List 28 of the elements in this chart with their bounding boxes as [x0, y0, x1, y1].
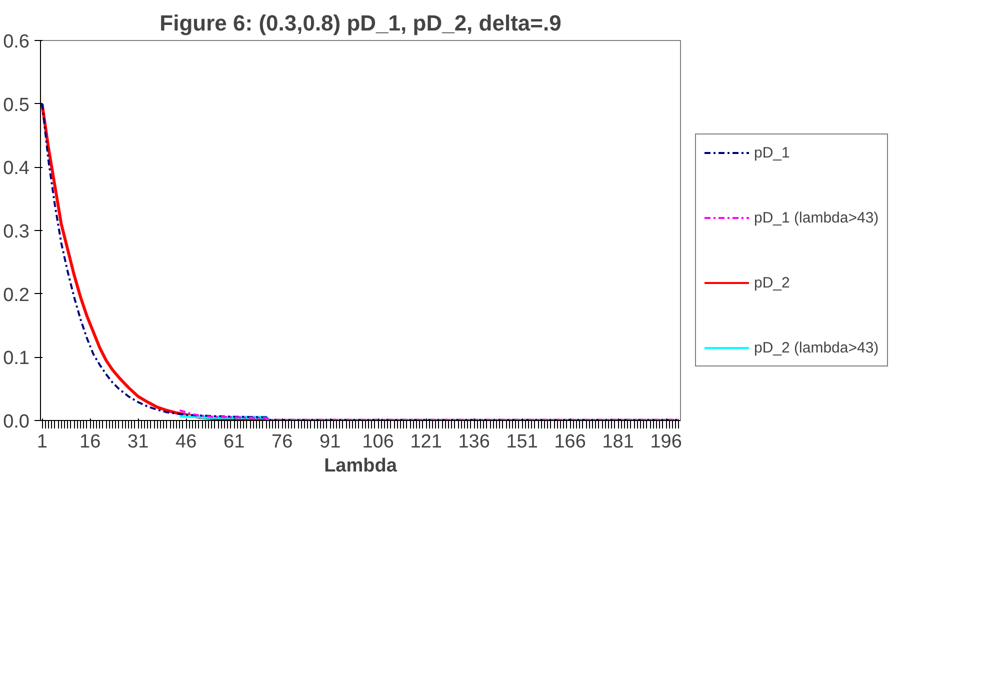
x-tick-label: 31	[128, 432, 149, 452]
y-tick-label: 0.2	[3, 284, 30, 306]
x-tick-label: 91	[320, 432, 341, 452]
x-tick-label: 46	[176, 432, 197, 452]
y-tick-label: 0.6	[3, 32, 30, 52]
chart-title: Figure 6: (0.3,0.8) pD_1, pD_2, delta=.9	[160, 10, 562, 36]
x-tick-label: 196	[650, 432, 682, 452]
x-tick-label: 106	[362, 432, 394, 452]
x-tick-label: 61	[224, 432, 245, 452]
x-tick-label: 181	[602, 432, 634, 452]
legend-label: pD_1 (lambda>43)	[754, 209, 879, 226]
x-tick-label: 121	[410, 432, 442, 452]
legend-label: pD_2 (lambda>43)	[754, 339, 879, 356]
y-tick-label: 0.3	[3, 222, 30, 242]
x-tick-label: 76	[272, 432, 293, 452]
x-tick-label: 151	[506, 432, 538, 452]
legend-label: pD_1	[754, 144, 790, 161]
x-tick-label: 16	[80, 432, 101, 452]
y-tick-label: 0.0	[3, 412, 30, 432]
x-tick-label: 136	[458, 432, 490, 452]
y-tick-label: 0.4	[3, 158, 30, 180]
x-tick-label: 1	[36, 432, 48, 452]
legend-label: pD_2	[754, 274, 790, 291]
line-series	[178, 409, 680, 420]
x-axis-title: Lambda	[324, 456, 398, 476]
y-tick-label: 0.5	[3, 94, 30, 116]
x-tick-label: 166	[554, 432, 586, 452]
y-tick-label: 0.1	[3, 348, 30, 370]
